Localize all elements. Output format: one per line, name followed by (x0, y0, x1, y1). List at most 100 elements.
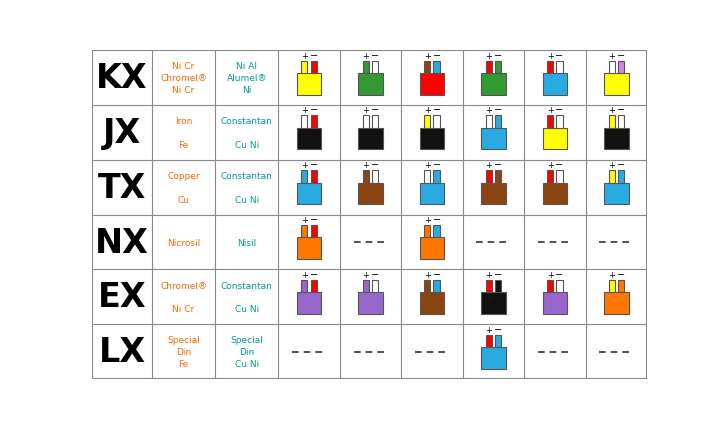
Bar (358, 293, 383, 314)
Bar (481, 293, 505, 314)
Bar (495, 335, 501, 347)
Text: +: + (301, 52, 308, 60)
Text: +: + (485, 325, 492, 334)
Bar (486, 280, 492, 293)
Bar (372, 116, 379, 129)
Text: +: + (485, 52, 492, 60)
Text: Constantan

Cu Ni: Constantan Cu Ni (221, 281, 273, 314)
Bar (420, 129, 444, 150)
Text: +: + (424, 161, 430, 170)
Text: Chromel®

Ni Cr: Chromel® Ni Cr (160, 281, 207, 314)
Bar (433, 225, 440, 238)
Bar (604, 74, 629, 95)
Bar (301, 225, 307, 238)
Text: Copper

Cu: Copper Cu (167, 172, 200, 204)
Text: +: + (363, 270, 369, 279)
Bar (481, 74, 505, 95)
Text: −: − (371, 160, 379, 170)
Bar (547, 171, 553, 183)
Bar (486, 61, 492, 74)
Bar (486, 335, 492, 347)
Text: +: + (424, 106, 430, 115)
Text: +: + (547, 52, 554, 60)
Bar (543, 293, 567, 314)
Bar (609, 116, 615, 129)
Bar (481, 129, 505, 150)
Text: +: + (609, 52, 615, 60)
Text: −: − (494, 269, 502, 279)
Bar (301, 61, 307, 74)
Bar (363, 116, 369, 129)
Text: JX: JX (103, 117, 141, 150)
Text: NX: NX (95, 226, 149, 259)
Text: +: + (547, 106, 554, 115)
Text: Iron

Fe: Iron Fe (175, 117, 193, 150)
Bar (363, 171, 369, 183)
Text: −: − (555, 50, 564, 60)
Text: −: − (433, 105, 441, 115)
Text: +: + (301, 216, 308, 225)
Bar (301, 171, 307, 183)
Bar (618, 116, 624, 129)
Text: +: + (547, 270, 554, 279)
Text: −: − (309, 105, 318, 115)
Bar (311, 171, 317, 183)
Text: Ni Al
Alumel®
Ni: Ni Al Alumel® Ni (226, 62, 267, 95)
Text: LX: LX (98, 335, 146, 368)
Text: −: − (371, 105, 379, 115)
Text: +: + (609, 270, 615, 279)
Bar (557, 61, 562, 74)
Bar (311, 61, 317, 74)
Text: +: + (485, 270, 492, 279)
Text: −: − (617, 269, 625, 279)
Bar (609, 280, 615, 293)
Bar (609, 61, 615, 74)
Bar (296, 293, 322, 314)
Text: +: + (301, 270, 308, 279)
Bar (543, 183, 567, 205)
Bar (604, 129, 629, 150)
Bar (372, 280, 379, 293)
Bar (618, 171, 624, 183)
Text: −: − (309, 269, 318, 279)
Text: Nicrosil: Nicrosil (167, 238, 200, 247)
Bar (495, 280, 501, 293)
Text: Constantan

Cu Ni: Constantan Cu Ni (221, 117, 273, 150)
Text: −: − (309, 160, 318, 170)
Bar (547, 116, 553, 129)
Text: Nisil: Nisil (237, 238, 257, 247)
Text: +: + (301, 106, 308, 115)
Bar (296, 183, 322, 205)
Bar (486, 171, 492, 183)
Bar (296, 238, 322, 259)
Text: TX: TX (98, 171, 146, 204)
Text: Special
Din
Fe: Special Din Fe (167, 336, 200, 368)
Bar (372, 171, 379, 183)
Bar (618, 280, 624, 293)
Bar (604, 293, 629, 314)
Text: +: + (363, 106, 369, 115)
Text: −: − (494, 50, 502, 60)
Text: −: − (555, 160, 564, 170)
Bar (363, 61, 369, 74)
Text: −: − (433, 50, 441, 60)
Text: +: + (301, 161, 308, 170)
Text: Ni Cr
Chromel®
Ni Cr: Ni Cr Chromel® Ni Cr (160, 62, 207, 95)
Bar (618, 61, 624, 74)
Text: −: − (494, 160, 502, 170)
Bar (495, 61, 501, 74)
Text: −: − (555, 269, 564, 279)
Bar (433, 171, 440, 183)
Bar (420, 183, 444, 205)
Text: +: + (609, 161, 615, 170)
Text: −: − (494, 105, 502, 115)
Text: −: − (433, 214, 441, 225)
Bar (486, 116, 492, 129)
Bar (424, 171, 430, 183)
Text: Special
Din
Cu Ni: Special Din Cu Ni (230, 336, 263, 368)
Text: −: − (494, 324, 502, 334)
Text: −: − (371, 269, 379, 279)
Bar (547, 61, 553, 74)
Bar (547, 280, 553, 293)
Text: +: + (547, 161, 554, 170)
